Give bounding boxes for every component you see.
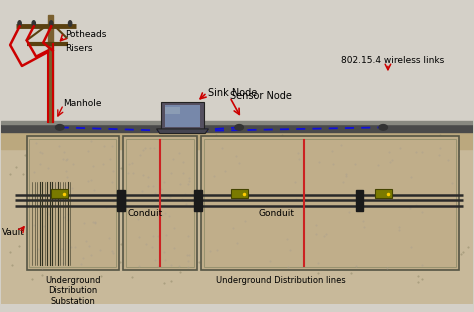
Bar [161,102,204,129]
Bar [126,139,194,267]
Bar [204,139,456,267]
Bar [0,133,473,149]
Bar [27,136,119,270]
Text: Underground Distribution lines: Underground Distribution lines [216,276,345,285]
Text: Vault: Vault [1,228,25,237]
Text: Sink Node: Sink Node [209,88,258,98]
Text: 802.15.4 wireless links: 802.15.4 wireless links [341,56,444,65]
Bar [123,136,197,270]
Bar [201,136,459,270]
Bar [194,190,202,211]
Text: Potheads: Potheads [65,30,107,39]
Text: Underground
Distribution
Substation: Underground Distribution Substation [45,276,100,305]
Bar [118,190,125,211]
Text: Gonduit: Gonduit [258,209,294,218]
Ellipse shape [55,124,64,130]
Ellipse shape [18,21,21,26]
Text: Sensor Node: Sensor Node [230,91,292,101]
Ellipse shape [50,21,53,26]
Ellipse shape [235,124,244,130]
Ellipse shape [68,21,72,26]
Text: Risers: Risers [65,44,93,53]
Text: Conduit: Conduit [127,209,163,218]
Bar [374,189,392,198]
Bar [164,105,201,127]
Text: Manhole: Manhole [64,99,102,108]
Bar [231,189,248,198]
Bar [0,122,473,133]
Bar [51,189,68,198]
Bar [165,106,180,114]
Bar [0,121,473,124]
Ellipse shape [32,21,36,26]
Bar [29,139,116,267]
Bar [48,15,53,122]
Ellipse shape [379,124,387,130]
Polygon shape [156,129,209,134]
Bar [356,190,364,211]
Bar [0,133,473,304]
